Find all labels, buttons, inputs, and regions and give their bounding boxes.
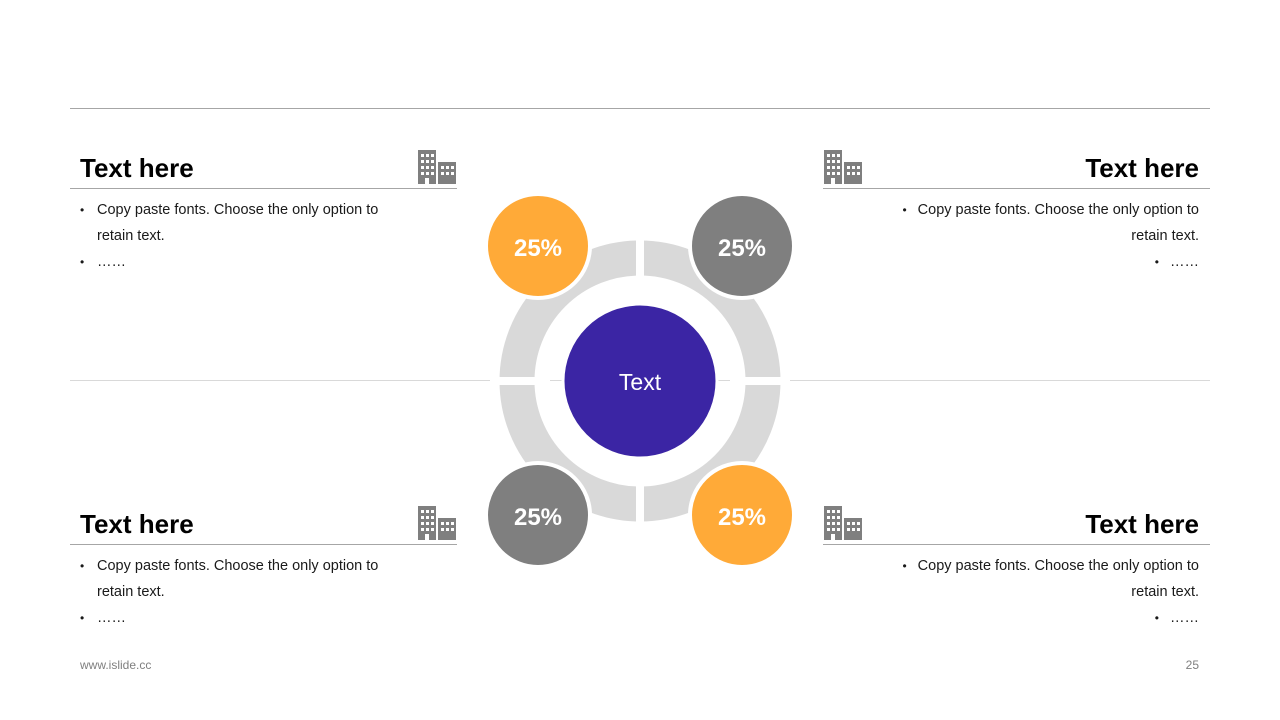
percentage-node-bottom-left [484, 461, 592, 569]
bullet-item: …… [879, 249, 1199, 275]
building-icon [418, 506, 456, 540]
node-label: 25% [514, 235, 562, 262]
bullet-item: Copy paste fonts. Choose the only option… [80, 553, 390, 605]
bullet-item: Copy paste fonts. Choose the only option… [879, 553, 1199, 605]
bullet-item: …… [80, 605, 390, 631]
block-underline [823, 544, 1210, 545]
block-underline [823, 188, 1210, 189]
block-underline [70, 544, 457, 545]
ring-gap [490, 377, 550, 385]
node-label: 25% [718, 235, 766, 262]
bullet-item: …… [879, 605, 1199, 631]
bullet-item: Copy paste fonts. Choose the only option… [80, 197, 390, 249]
center-circle [561, 302, 719, 460]
percentage-node-bottom-right [688, 461, 796, 569]
block-title: Text here [80, 153, 194, 183]
block-title: Text here [1085, 509, 1199, 539]
bullet-list: Copy paste fonts. Choose the only option… [80, 197, 390, 275]
ring-gap [636, 230, 644, 290]
center-label: Text [619, 369, 662, 395]
building-icon [824, 506, 862, 540]
page-number: 25 [1185, 658, 1199, 672]
bullet-list: Copy paste fonts. Choose the only option… [879, 553, 1199, 631]
bullet-item: Copy paste fonts. Choose the only option… [879, 197, 1199, 249]
node-label: 25% [718, 504, 766, 531]
ring-gap [636, 472, 644, 532]
node-label: 25% [514, 504, 562, 531]
building-icon [824, 150, 862, 184]
percentage-node-top-right [688, 192, 796, 300]
percentage-node-top-left [484, 192, 592, 300]
building-icon [418, 150, 456, 184]
bullet-item: …… [80, 249, 390, 275]
block-title: Text here [80, 509, 194, 539]
ring-gap [730, 377, 790, 385]
top-divider [70, 108, 1210, 109]
block-underline [70, 188, 457, 189]
bullet-list: Copy paste fonts. Choose the only option… [879, 197, 1199, 275]
block-title: Text here [1085, 153, 1199, 183]
bullet-list: Copy paste fonts. Choose the only option… [80, 553, 390, 631]
footer-website: www.islide.cc [80, 658, 152, 672]
